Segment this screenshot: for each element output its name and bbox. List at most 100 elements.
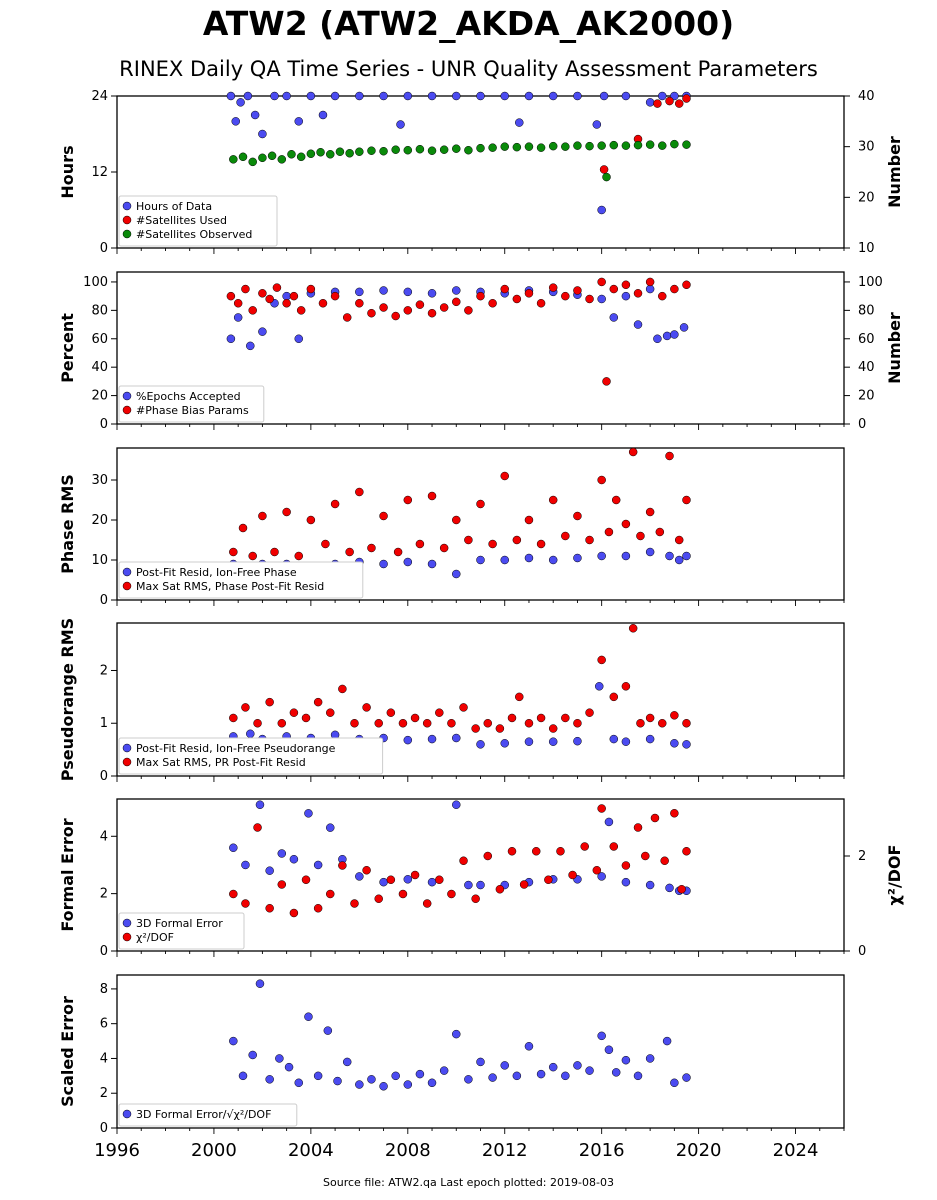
data-point — [645, 734, 655, 744]
data-point — [379, 91, 388, 101]
data-point — [345, 547, 354, 557]
legend-marker — [122, 215, 132, 225]
data-point — [597, 205, 606, 215]
data-point — [621, 551, 631, 561]
data-point — [238, 152, 248, 162]
data-point — [500, 284, 509, 294]
data-point — [289, 291, 299, 301]
data-point — [548, 283, 558, 292]
data-point — [289, 854, 299, 864]
legend-box — [118, 737, 384, 775]
y-tick-label: 100 — [83, 275, 108, 290]
data-point — [246, 729, 255, 739]
data-point — [367, 543, 376, 553]
legend-box — [118, 561, 364, 599]
data-point — [258, 129, 267, 139]
data-point — [682, 551, 691, 561]
data-point — [277, 718, 287, 728]
data-point — [633, 823, 643, 832]
data-point — [282, 507, 291, 517]
y-tick-label: 80 — [91, 303, 108, 318]
data-point — [621, 291, 631, 301]
data-point — [304, 809, 313, 818]
data-point — [294, 551, 303, 561]
data-point — [386, 875, 396, 884]
data-point — [568, 870, 577, 880]
data-point — [403, 495, 413, 505]
data-point — [645, 277, 655, 287]
data-point — [367, 146, 376, 155]
data-point — [650, 813, 660, 823]
legend-label: 3D Formal Error/√χ²/DOF — [136, 1108, 271, 1121]
data-point — [621, 141, 631, 150]
data-point — [241, 860, 250, 870]
data-point — [597, 141, 606, 150]
data-point — [500, 1061, 509, 1070]
legend-marker — [122, 932, 132, 942]
data-point — [265, 904, 274, 913]
data-point — [488, 1073, 497, 1082]
data-point — [396, 120, 405, 129]
data-point — [655, 527, 665, 537]
legend-label: %Epochs Accepted — [136, 390, 241, 403]
data-point — [342, 313, 352, 322]
data-point — [670, 809, 679, 818]
data-point — [500, 739, 509, 748]
data-point — [265, 294, 274, 304]
data-point — [258, 289, 267, 298]
data-point — [674, 99, 684, 108]
data-point — [427, 91, 437, 101]
y-axis-label: Formal Error — [58, 818, 77, 931]
data-point — [439, 303, 449, 312]
data-point — [500, 142, 509, 151]
y2-axis-label: Number — [885, 136, 904, 208]
data-point — [452, 515, 461, 525]
data-point — [597, 294, 606, 304]
data-point — [427, 491, 437, 501]
data-point — [403, 145, 413, 155]
legend-box — [118, 912, 245, 950]
data-point — [536, 143, 546, 152]
data-point — [403, 91, 413, 101]
data-point — [573, 286, 582, 295]
legend-label: Hours of Data — [136, 200, 212, 213]
data-point — [277, 849, 287, 858]
data-point — [645, 713, 655, 723]
data-point — [507, 847, 517, 856]
data-point — [515, 118, 524, 127]
data-point — [670, 739, 679, 748]
data-point — [524, 737, 534, 746]
data-point — [345, 149, 354, 158]
data-point — [515, 692, 524, 702]
data-point — [512, 535, 522, 545]
data-point — [602, 377, 611, 386]
data-point — [265, 866, 274, 875]
data-point — [524, 515, 534, 525]
data-point — [231, 117, 240, 126]
data-point — [427, 559, 437, 569]
data-point — [238, 523, 248, 533]
data-point — [379, 559, 388, 569]
data-point — [500, 91, 509, 101]
data-point — [653, 99, 662, 108]
data-point — [229, 1036, 238, 1046]
data-point — [548, 495, 558, 505]
data-point — [410, 713, 420, 723]
data-point — [621, 519, 631, 529]
data-point — [427, 146, 437, 155]
y-axis-label: Hours — [58, 145, 77, 198]
data-point — [226, 334, 236, 344]
data-point — [682, 1073, 691, 1082]
data-point — [476, 880, 485, 890]
y-tick-label: 10 — [91, 553, 108, 568]
data-point — [561, 1071, 570, 1081]
data-point — [561, 142, 570, 151]
data-point — [609, 140, 619, 150]
data-point — [296, 306, 306, 315]
data-point — [248, 306, 257, 315]
data-point — [679, 323, 689, 332]
data-point — [633, 289, 643, 298]
data-point — [241, 703, 250, 712]
data-point — [422, 718, 432, 728]
data-point — [524, 718, 534, 728]
